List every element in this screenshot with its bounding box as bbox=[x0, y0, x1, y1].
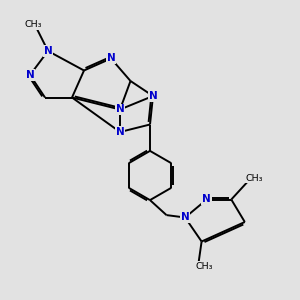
Text: N: N bbox=[181, 212, 190, 223]
Text: N: N bbox=[116, 127, 124, 137]
Text: N: N bbox=[106, 53, 116, 64]
Text: CH₃: CH₃ bbox=[245, 174, 262, 183]
Text: N: N bbox=[202, 194, 211, 205]
Text: N: N bbox=[116, 104, 124, 115]
Text: N: N bbox=[44, 46, 52, 56]
Text: N: N bbox=[148, 91, 158, 101]
Text: N: N bbox=[26, 70, 34, 80]
Text: CH₃: CH₃ bbox=[24, 20, 42, 29]
Text: CH₃: CH₃ bbox=[196, 262, 213, 271]
